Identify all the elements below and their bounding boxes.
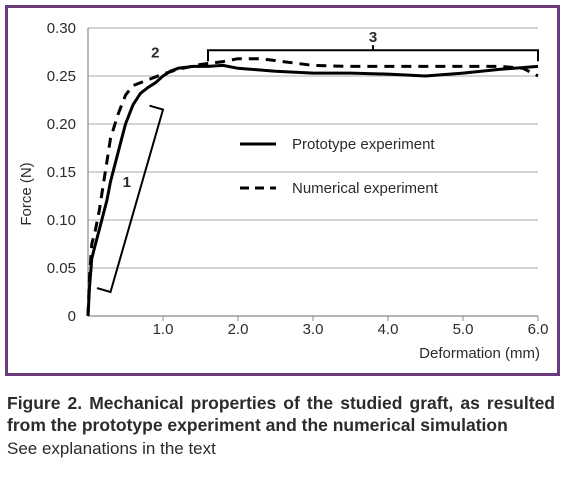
- x-tick-label: 6.0: [528, 321, 549, 338]
- x-tick-label: 5.0: [453, 321, 474, 338]
- x-axis-title: Deformation (mm): [419, 345, 540, 362]
- axis-layer: 0 0.05 0.10 0.15 0.20 0.25 0.30 1.0 2.0 3.0 4.0 5.0…: [47, 20, 549, 338]
- y-tick-label: 0.05: [47, 260, 76, 277]
- y-axis-title: Force (N): [18, 162, 35, 225]
- annotation-label-3: 3: [369, 29, 377, 46]
- x-tick-label: 2.0: [228, 321, 249, 338]
- y-tick-label: 0.25: [47, 68, 76, 85]
- legend-label-numerical: Numerical experiment: [292, 180, 439, 197]
- chart-frame: [5, 5, 560, 376]
- figure-caption: Figure 2. Mechanical properties of the s…: [7, 392, 555, 460]
- y-tick-label: 0.10: [47, 212, 76, 229]
- x-tick-label: 4.0: [378, 321, 399, 338]
- series-prototype-line: [86, 63, 539, 317]
- legend: Prototype experiment Numerical experiment: [240, 136, 439, 197]
- x-tick-label: 3.0: [303, 321, 324, 338]
- series-layer: [86, 57, 539, 317]
- annotation-label-1: 1: [123, 174, 131, 191]
- y-tick-label: 0.15: [47, 164, 76, 181]
- y-tick-label: 0: [68, 308, 76, 325]
- annotation-bracket-1: [96, 104, 165, 294]
- annotation-label-2: 2: [151, 44, 159, 61]
- x-tick-label: 1.0: [153, 321, 174, 338]
- caption-note: See explanations in the text: [7, 439, 216, 458]
- force-deformation-chart: 0 0.05 0.10 0.15 0.20 0.25 0.30 1.0 2.0 3.0 4.0 5.0…: [18, 20, 549, 362]
- annotation-layer: 1 2 3: [96, 29, 539, 294]
- caption-title: Figure 2. Mechanical properties of the s…: [7, 393, 555, 435]
- y-tick-label: 0.30: [47, 20, 76, 37]
- legend-label-prototype: Prototype experiment: [292, 136, 435, 153]
- y-tick-label: 0.20: [47, 116, 76, 133]
